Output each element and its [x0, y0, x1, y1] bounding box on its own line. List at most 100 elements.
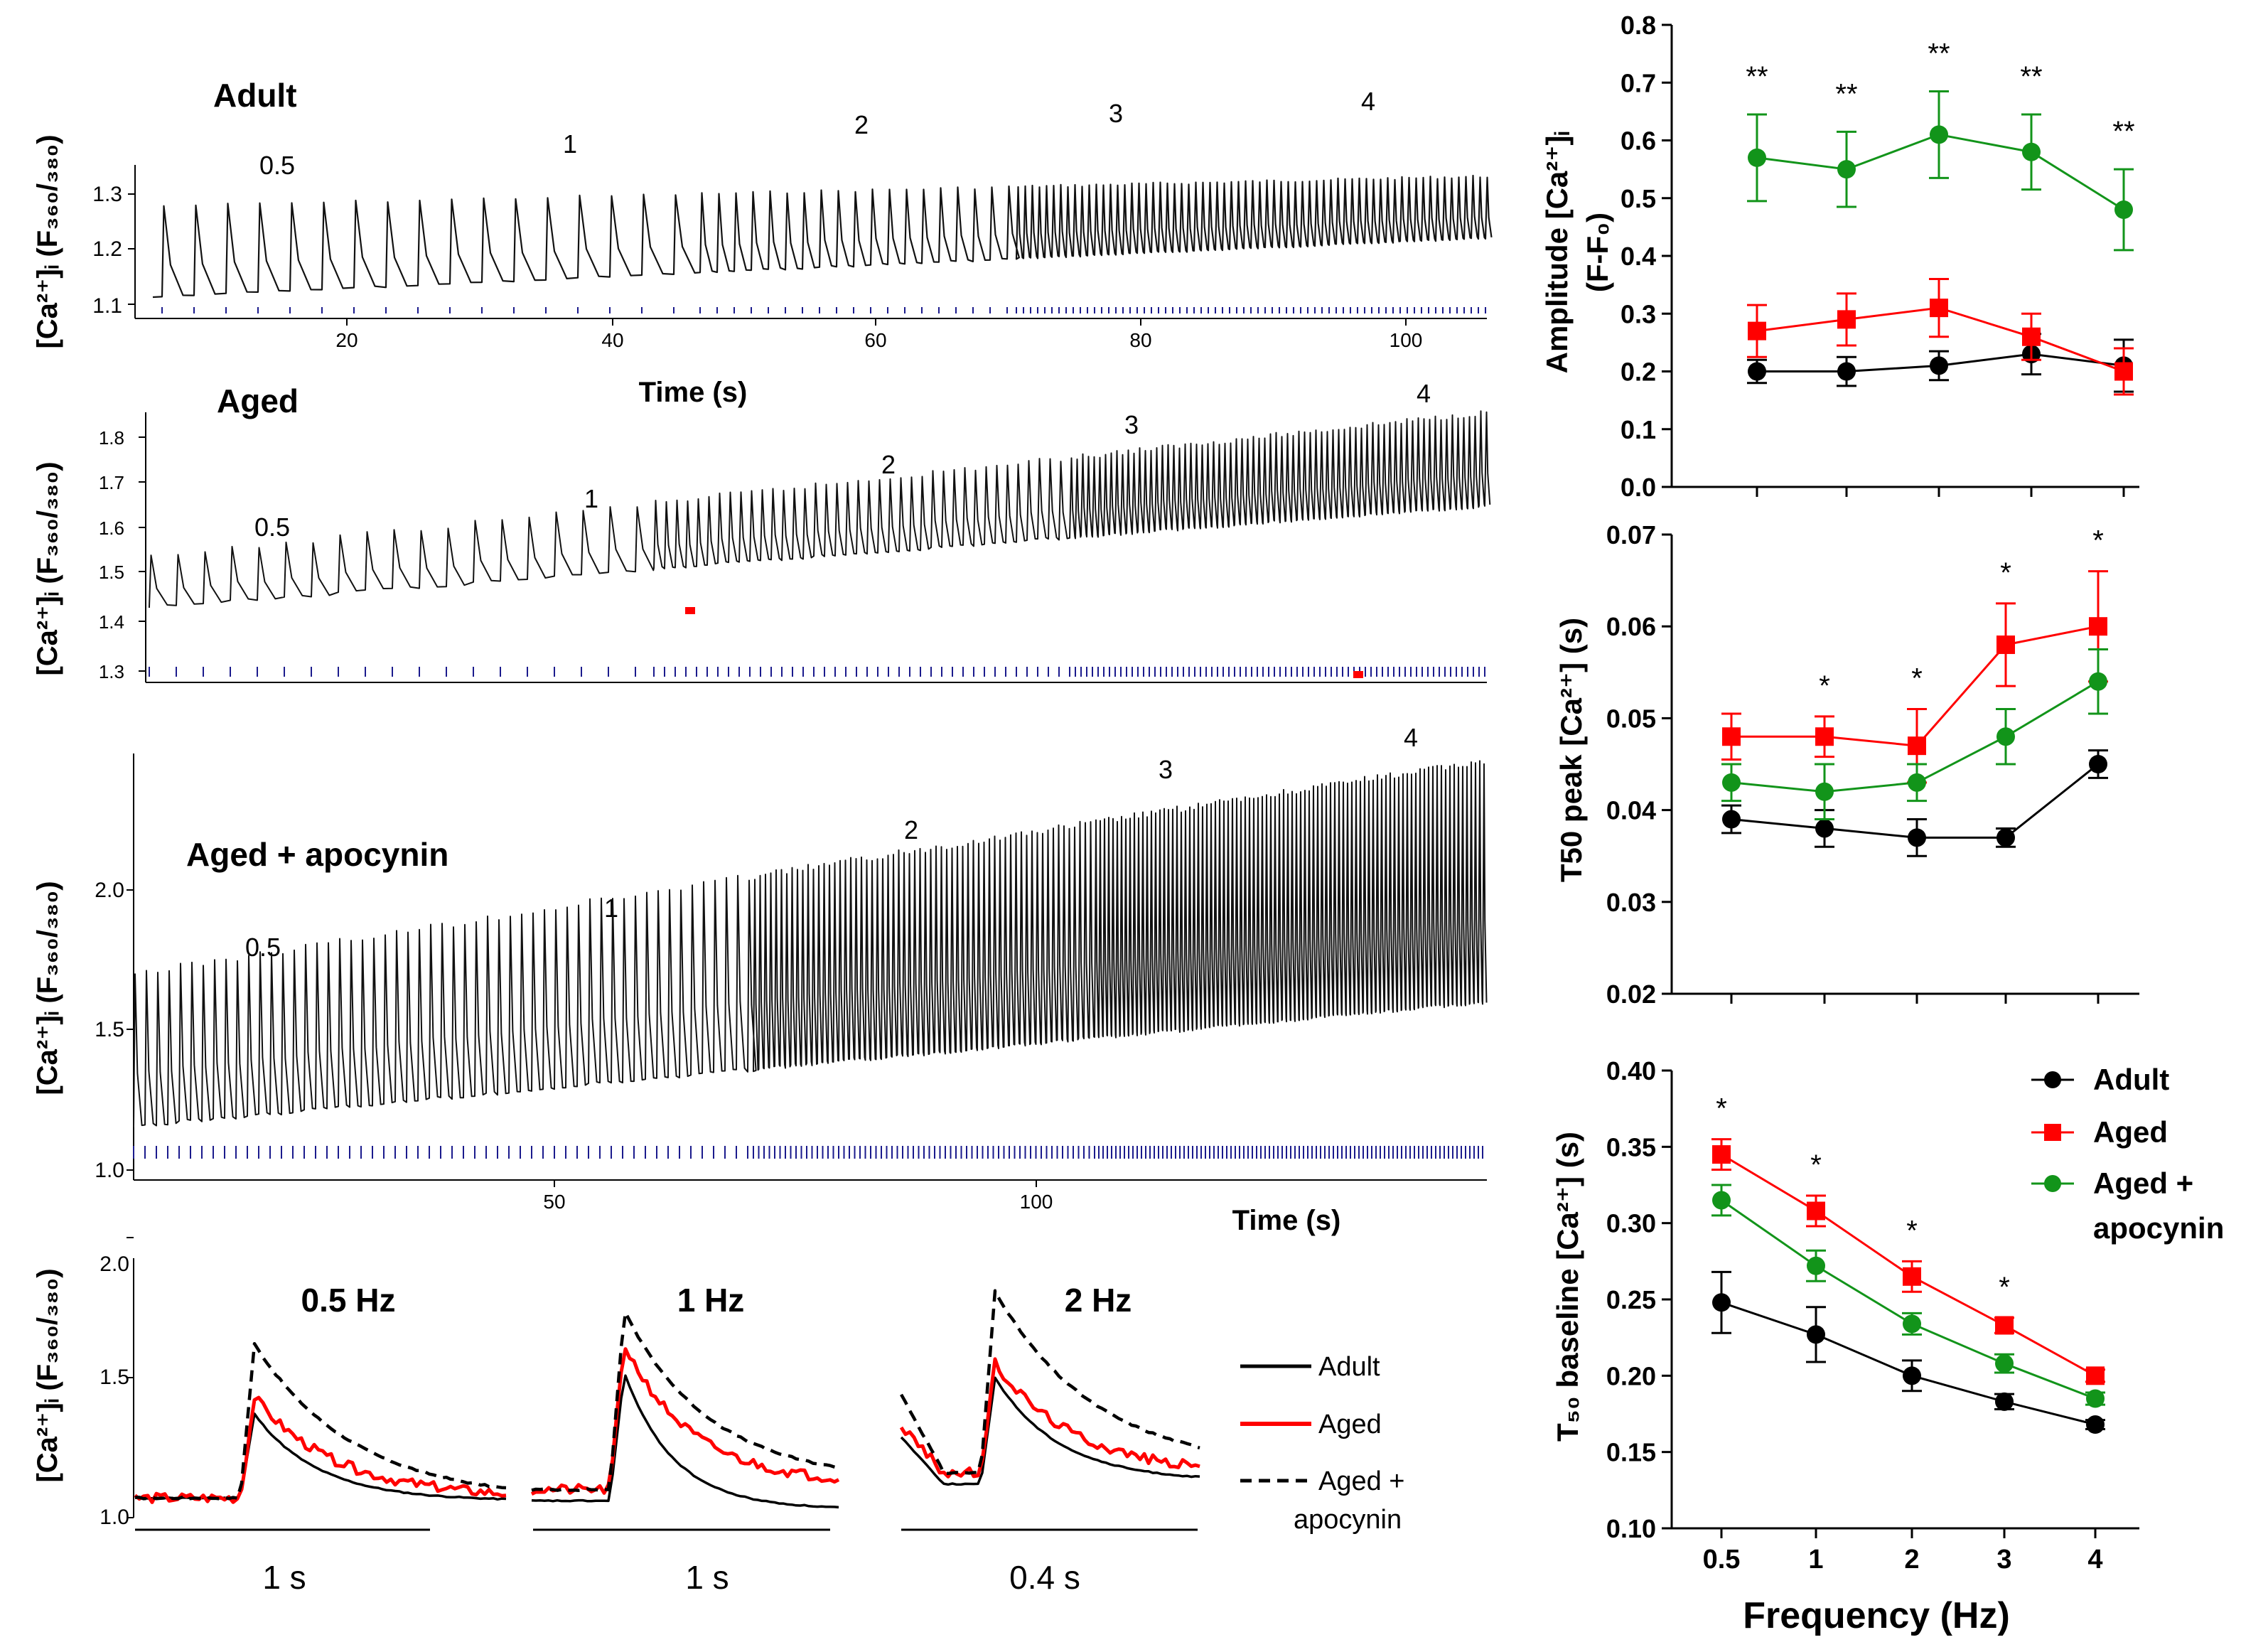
freq-label: 2	[854, 110, 869, 139]
point-adult	[1837, 362, 1856, 381]
freq-label: 3	[1159, 755, 1173, 784]
calcium-trace	[133, 760, 1488, 1128]
point-apocynin	[1995, 1354, 2014, 1373]
y-tick-labels: 1.0 1.5 2.0	[100, 1253, 129, 1529]
point-adult	[1815, 819, 1834, 838]
point-adult	[1995, 1392, 2014, 1411]
freq-label: 1	[563, 129, 577, 159]
point-aged	[1837, 310, 1856, 329]
point-adult	[1712, 1293, 1731, 1312]
legend-aged-label: Aged	[1318, 1410, 1382, 1439]
point-apocynin	[1722, 773, 1741, 792]
trace-title-apocynin: Aged + apocynin	[186, 836, 448, 873]
trace-title-adult: Adult	[213, 77, 297, 114]
freq-label: 1	[584, 484, 598, 513]
point-aged	[1995, 1316, 2014, 1335]
point-adult	[2086, 1415, 2105, 1434]
point-aged	[1815, 727, 1834, 746]
y-tick-labels: 1.0 1.5 2.0	[95, 879, 124, 1182]
freq-label: 0.5	[254, 513, 290, 542]
point-aged	[1930, 299, 1948, 318]
red-marker	[1353, 671, 1363, 678]
y-tick-label: 1.3	[99, 661, 124, 682]
frequency-labels: 0.5 1 2 3 4	[259, 87, 1375, 180]
t50-baseline-chart: T₅₀ baseline [Ca²⁺] (s) Frequency (Hz) A…	[1551, 1056, 2224, 1636]
x-tick-label: 20	[335, 329, 358, 351]
y-tick-label: 0.0	[1621, 473, 1656, 502]
transient-title: 2 Hz	[1065, 1282, 1132, 1319]
significance-label: **	[1835, 78, 1857, 109]
stimulus-markers	[161, 307, 1486, 313]
x-tick-label: 0.5	[1703, 1545, 1741, 1575]
t50-peak-chart: T50 peak [Ca²⁺] (s) 0.02 0.03 0.04 0.05 0.06…	[1554, 520, 2139, 1009]
y-tick-label: 1.6	[99, 517, 124, 539]
point-aged	[1996, 635, 2015, 655]
point-adult	[1807, 1325, 1825, 1344]
x-tick-label: 1	[1808, 1545, 1823, 1575]
point-apocynin	[1837, 160, 1856, 179]
transients-legend: Adult Aged Aged + apocynin	[1240, 1352, 1405, 1535]
apocynin-trace-panel: Aged + apocynin [Ca²⁺]ᵢ (F₃₆₀/₃₈₀) 1.0 1…	[32, 723, 1488, 1236]
point-apocynin	[1930, 125, 1948, 144]
scale-label: 1 s	[262, 1559, 306, 1596]
legend-adult-label: Adult	[1318, 1352, 1380, 1382]
stimulus-markers	[133, 1146, 1483, 1159]
point-aged	[2022, 327, 2041, 346]
freq-label: 4	[1404, 723, 1418, 752]
y-tick-label: 0.2	[1621, 358, 1656, 387]
trace-ylabel-apocynin: [Ca²⁺]ᵢ (F₃₆₀/₃₈₀)	[32, 881, 63, 1095]
legend-aged-label: Aged	[2093, 1115, 2168, 1149]
summary-legend: Adult Aged Aged + apocynin	[2031, 1063, 2224, 1245]
legend-adult-label: Adult	[2093, 1063, 2169, 1096]
y-tick-label: 0.04	[1606, 796, 1656, 825]
point-aged	[1903, 1267, 1921, 1286]
point-apocynin	[1748, 148, 1766, 167]
transients-panel: [Ca²⁺]ᵢ (F₃₆₀/₃₈₀) 1.0 1.5 2.0 0.5 Hz 1 …	[32, 1237, 1405, 1596]
point-adult	[1930, 356, 1948, 375]
red-marker	[685, 607, 695, 614]
frequency-labels: 0.5 1 2 3 4	[245, 723, 1418, 962]
freq-label: 4	[1417, 379, 1431, 408]
y-tick-label: 1.4	[99, 611, 124, 633]
legend-aged-marker	[2044, 1124, 2061, 1141]
legend-adult-marker	[2044, 1071, 2061, 1088]
point-apocynin	[1908, 773, 1926, 792]
transients-ylabel: [Ca²⁺]ᵢ (F₃₆₀/₃₈₀)	[32, 1268, 63, 1482]
y-tick-label: 1.5	[99, 562, 124, 583]
y-tick-label: 1.3	[92, 183, 122, 206]
y-tick-label: 1.7	[99, 472, 124, 493]
freq-label: 0.5	[245, 933, 281, 962]
x-tick-label: 50	[543, 1191, 565, 1213]
y-tick-label: 2.0	[100, 1253, 129, 1276]
trace-ylabel-aged: [Ca²⁺]ᵢ (F₃₆₀/₃₈₀)	[32, 461, 63, 675]
y-tick-label: 0.06	[1606, 612, 1656, 641]
chart-xlabel: Frequency (Hz)	[1743, 1595, 2010, 1636]
trace-title-aged: Aged	[217, 382, 299, 419]
y-tick-label: 0.02	[1606, 980, 1656, 1009]
y-tick-label: 0.05	[1606, 704, 1656, 733]
significance-label: *	[1716, 1093, 1727, 1125]
point-apocynin	[1996, 727, 2015, 746]
point-adult	[1748, 362, 1766, 381]
point-adult	[2089, 755, 2107, 773]
x-tick-label: 80	[1129, 329, 1151, 351]
point-adult	[1722, 810, 1741, 829]
transient-adult-line	[531, 1374, 839, 1509]
point-adult	[1996, 828, 2015, 847]
point-apocynin	[1815, 782, 1834, 801]
calcium-trace	[152, 174, 1493, 299]
y-tick-label: 2.0	[95, 879, 124, 902]
point-aged	[2089, 617, 2107, 636]
x-tick-label: 100	[1020, 1191, 1053, 1213]
point-aged	[1722, 727, 1741, 746]
significance-label: *	[1911, 663, 1923, 694]
legend-apocynin-label: Aged +	[1318, 1466, 1405, 1496]
significance-label: **	[2020, 61, 2042, 92]
point-aged	[1712, 1145, 1731, 1164]
y-tick-label: 0.3	[1621, 299, 1656, 328]
chart-ylabel: T₅₀ baseline [Ca²⁺] (s)	[1551, 1132, 1584, 1442]
y-tick-label: 0.20	[1606, 1361, 1656, 1390]
chart-ylabel: Amplitude [Ca²⁺]ᵢ	[1540, 132, 1574, 374]
transient-title: 0.5 Hz	[301, 1282, 396, 1319]
